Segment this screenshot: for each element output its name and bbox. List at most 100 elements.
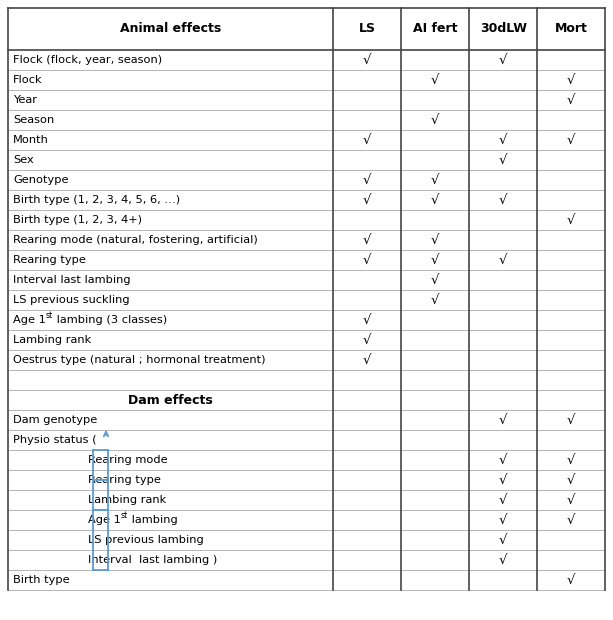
Text: AI fert: AI fert xyxy=(413,22,457,35)
Text: Flock (flock, year, season): Flock (flock, year, season) xyxy=(13,55,162,65)
Text: √: √ xyxy=(431,234,440,247)
Bar xyxy=(8,570,605,590)
Text: √: √ xyxy=(363,133,371,146)
Text: √: √ xyxy=(567,213,576,226)
Text: Flock: Flock xyxy=(13,75,43,85)
Bar xyxy=(8,410,605,430)
Text: √: √ xyxy=(499,414,508,427)
Bar xyxy=(8,290,605,310)
Text: √: √ xyxy=(363,193,371,206)
Bar xyxy=(8,510,605,530)
Text: Month: Month xyxy=(13,135,49,145)
Text: 30dLW: 30dLW xyxy=(480,22,527,35)
Text: √: √ xyxy=(499,53,508,66)
Text: √: √ xyxy=(363,234,371,247)
Text: √: √ xyxy=(499,533,508,546)
Bar xyxy=(8,490,605,510)
Text: √: √ xyxy=(567,94,576,107)
Text: √: √ xyxy=(499,494,508,507)
Text: st: st xyxy=(121,512,128,521)
Text: Dam effects: Dam effects xyxy=(128,394,213,407)
Bar xyxy=(8,530,605,550)
Bar xyxy=(8,210,605,230)
Bar xyxy=(8,330,605,350)
Text: Rearing mode: Rearing mode xyxy=(88,455,167,465)
Text: Interval last lambing: Interval last lambing xyxy=(13,275,131,285)
Text: √: √ xyxy=(363,314,371,327)
Text: Birth type (1, 2, 3, 4+): Birth type (1, 2, 3, 4+) xyxy=(13,215,142,225)
Bar xyxy=(8,170,605,190)
Text: Physio status (: Physio status ( xyxy=(13,435,97,445)
Text: Year: Year xyxy=(13,95,37,105)
Bar xyxy=(8,190,605,210)
Bar xyxy=(8,350,605,370)
Text: √: √ xyxy=(499,453,508,466)
Text: √: √ xyxy=(499,193,508,206)
Text: LS previous suckling: LS previous suckling xyxy=(13,295,129,305)
Text: Genotype: Genotype xyxy=(13,175,69,185)
Text: √: √ xyxy=(431,293,440,306)
Text: Animal effects: Animal effects xyxy=(120,22,221,35)
Text: st: st xyxy=(46,311,53,321)
Bar xyxy=(8,150,605,170)
Text: √: √ xyxy=(431,254,440,267)
Bar xyxy=(8,250,605,270)
Text: √: √ xyxy=(499,254,508,267)
Text: √: √ xyxy=(567,474,576,487)
Text: √: √ xyxy=(567,414,576,427)
Text: √: √ xyxy=(499,474,508,487)
Text: √: √ xyxy=(363,53,371,66)
Text: lambing: lambing xyxy=(128,515,178,525)
Text: √: √ xyxy=(431,174,440,187)
Text: √: √ xyxy=(431,113,440,126)
Text: Lambing rank: Lambing rank xyxy=(13,335,91,345)
Bar xyxy=(8,270,605,290)
Bar xyxy=(8,90,605,110)
Bar xyxy=(8,550,605,570)
Bar xyxy=(8,390,605,410)
Text: √: √ xyxy=(499,154,508,167)
Bar xyxy=(8,130,605,150)
Text: Season: Season xyxy=(13,115,54,125)
Text: √: √ xyxy=(431,193,440,206)
Text: lambing (3 classes): lambing (3 classes) xyxy=(53,315,167,325)
Text: Dam genotype: Dam genotype xyxy=(13,415,97,425)
Text: √: √ xyxy=(567,513,576,526)
Text: LS previous lambing: LS previous lambing xyxy=(88,535,204,545)
Text: Sex: Sex xyxy=(13,155,34,165)
Text: Birth type: Birth type xyxy=(13,575,70,585)
Bar xyxy=(8,370,605,390)
Text: √: √ xyxy=(567,133,576,146)
Text: Age 1: Age 1 xyxy=(13,315,46,325)
Bar xyxy=(8,470,605,490)
Bar xyxy=(8,50,605,70)
Text: Rearing type: Rearing type xyxy=(13,255,86,265)
Text: Rearing type: Rearing type xyxy=(88,475,161,485)
Bar xyxy=(8,70,605,90)
Text: Interval  last lambing ): Interval last lambing ) xyxy=(88,555,217,565)
Text: √: √ xyxy=(363,334,371,347)
Bar xyxy=(8,310,605,330)
Bar xyxy=(8,8,605,50)
Text: √: √ xyxy=(499,554,508,567)
Text: √: √ xyxy=(363,174,371,187)
Text: Oestrus type (natural ; hormonal treatment): Oestrus type (natural ; hormonal treatme… xyxy=(13,355,265,365)
Text: LS: LS xyxy=(359,22,376,35)
Text: √: √ xyxy=(499,513,508,526)
Text: √: √ xyxy=(363,353,371,366)
Bar xyxy=(8,230,605,250)
Text: √: √ xyxy=(567,453,576,466)
Bar xyxy=(8,450,605,470)
Bar xyxy=(8,110,605,130)
Text: Age 1: Age 1 xyxy=(88,515,121,525)
Text: √: √ xyxy=(363,254,371,267)
Text: Lambing rank: Lambing rank xyxy=(88,495,166,505)
Text: √: √ xyxy=(567,574,576,587)
Text: √: √ xyxy=(431,74,440,87)
Text: Rearing mode (natural, fostering, artificial): Rearing mode (natural, fostering, artifi… xyxy=(13,235,257,245)
Text: Birth type (1, 2, 3, 4, 5, 6, …): Birth type (1, 2, 3, 4, 5, 6, …) xyxy=(13,195,180,205)
Text: √: √ xyxy=(499,133,508,146)
Text: √: √ xyxy=(567,74,576,87)
Text: √: √ xyxy=(431,273,440,286)
Text: √: √ xyxy=(567,494,576,507)
